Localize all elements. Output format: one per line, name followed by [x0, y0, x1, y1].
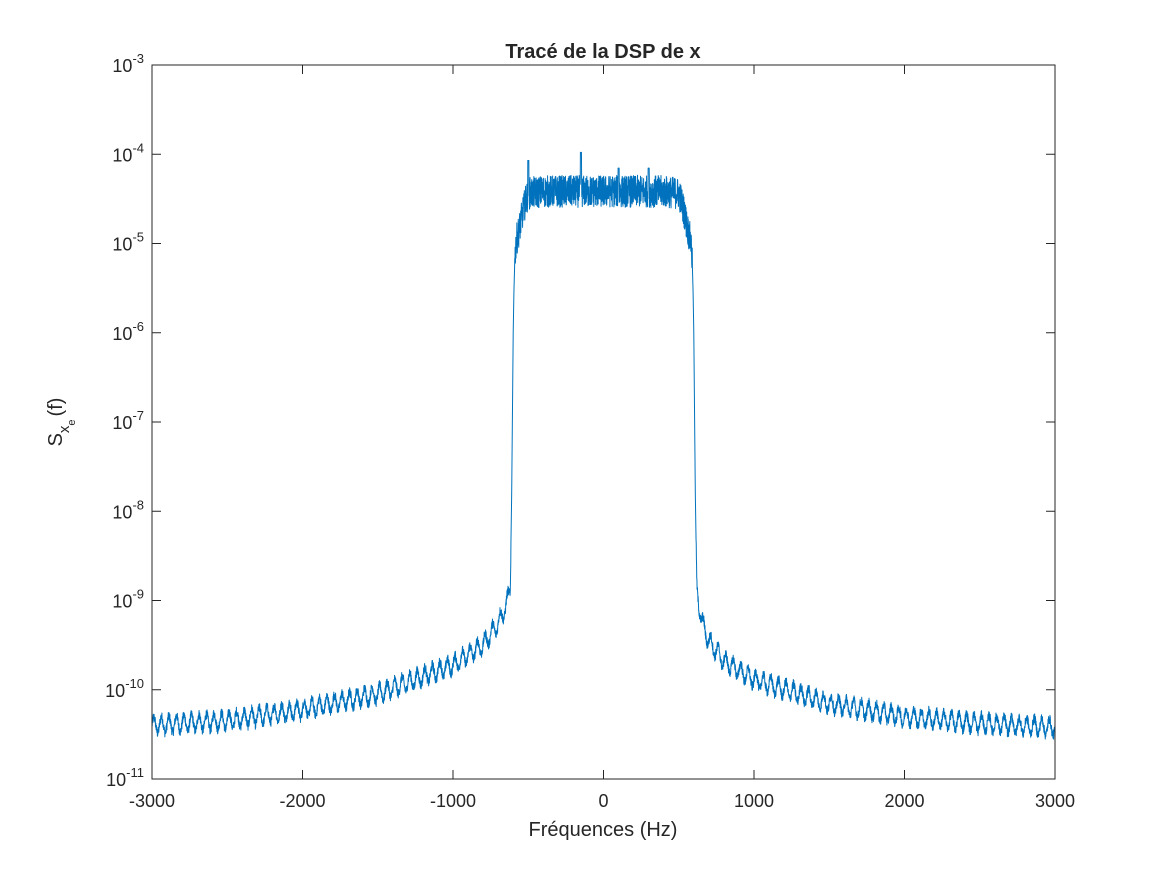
series-layer [152, 151, 1055, 740]
y-axis-label: Sxe (f) [45, 398, 78, 447]
x-tick-label: -1000 [430, 791, 476, 811]
x-tick-label: -2000 [279, 791, 325, 811]
y-tick-label: 10-10 [105, 676, 144, 701]
series-line [152, 151, 1055, 740]
y-label-base: S [45, 433, 67, 446]
y-tick-label: 10-11 [106, 765, 144, 790]
y-label-sub2: e [66, 419, 78, 425]
y-tick-label: 10-8 [112, 497, 144, 522]
x-axis-label: Fréquences (Hz) [529, 819, 678, 841]
svg-text:Sxe(f): Sxe (f) [45, 398, 78, 447]
x-tick-label: 1000 [734, 791, 774, 811]
y-tick-label: 10-3 [112, 51, 144, 76]
y-tick-label: 10-6 [112, 319, 144, 344]
chart-title: Tracé de la DSP de x [505, 41, 700, 63]
y-axis-ticks: 10-11 10-10 10-9 10-8 10-7 10-6 10-5 10-4 10-3 [105, 51, 1055, 790]
x-tick-label: 0 [598, 791, 608, 811]
y-label-suffix: (f) [45, 398, 67, 417]
x-tick-label: 2000 [884, 791, 924, 811]
x-tick-label: 3000 [1035, 791, 1075, 811]
y-label-sub1: x [56, 425, 73, 433]
y-tick-label: 10-9 [112, 587, 144, 612]
x-tick-label: -3000 [129, 791, 175, 811]
y-tick-label: 10-4 [112, 140, 144, 165]
y-tick-label: 10-5 [112, 230, 144, 255]
y-tick-label: 10-7 [112, 408, 144, 433]
x-axis-ticks: -3000 -2000 -1000 0 1000 2000 3000 [129, 65, 1075, 811]
